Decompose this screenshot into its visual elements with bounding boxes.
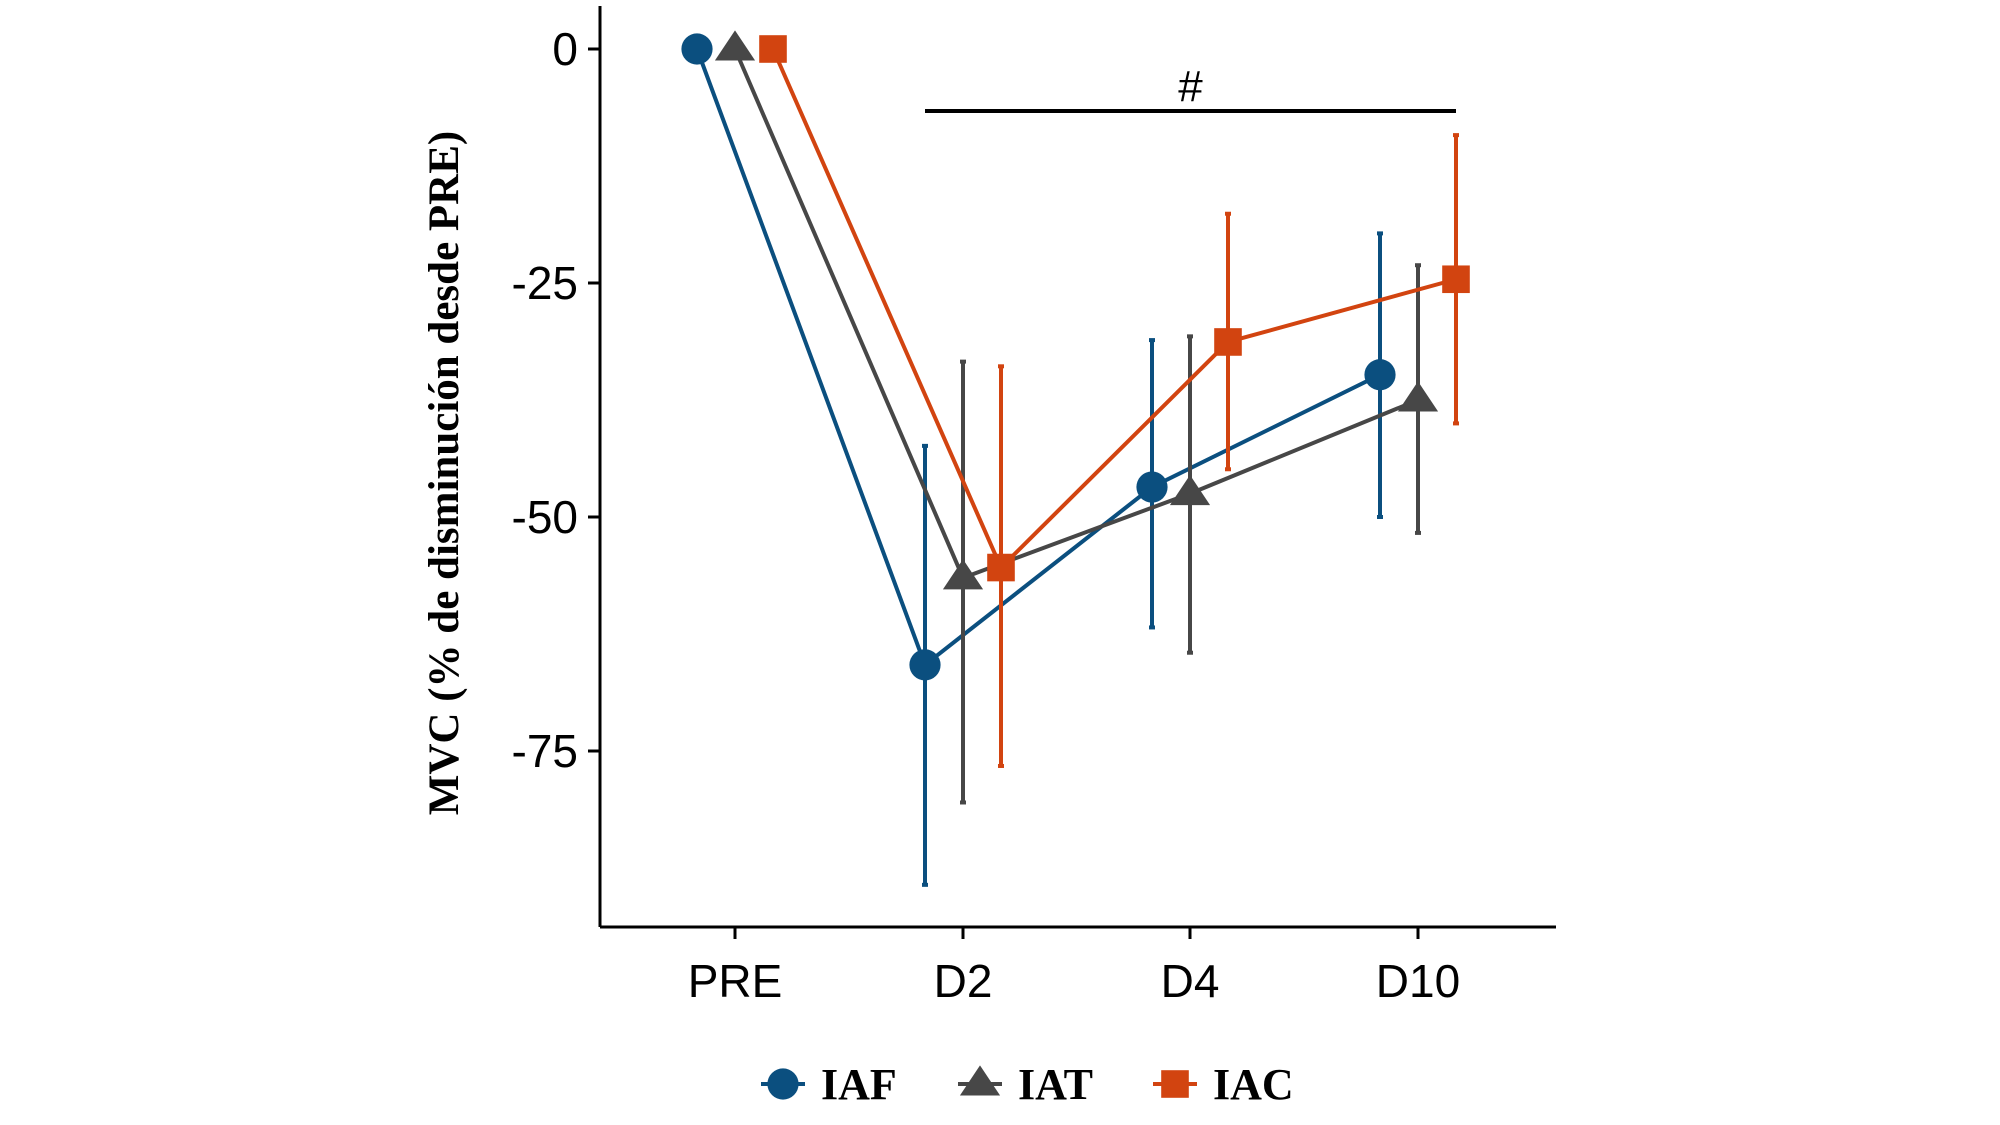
data-point-iat-d4 xyxy=(1169,475,1211,506)
series-line-iat xyxy=(733,48,1419,580)
x-tick-label-d2: D2 xyxy=(934,955,993,1007)
legend-item-iat: IAT xyxy=(958,1060,1093,1109)
x-tick-label-d4: D4 xyxy=(1161,955,1220,1007)
legend-label-iac: IAC xyxy=(1213,1060,1294,1109)
data-point-iaf-d2 xyxy=(909,649,941,681)
legend-marker-iat xyxy=(959,1065,1001,1096)
data-point-iac-pre xyxy=(759,35,787,63)
data-point-iac-d2 xyxy=(987,553,1015,582)
y-tick-label: -75 xyxy=(512,725,578,777)
data-point-iat-d2 xyxy=(942,559,984,590)
legend-marker-iaf xyxy=(767,1068,799,1100)
y-tick-label: 0 xyxy=(552,23,578,75)
y-axis-title: MVC (% de disminución desde PRE) xyxy=(421,131,468,815)
data-point-iat-d10 xyxy=(1397,381,1439,412)
data-point-iat-pre xyxy=(714,30,756,61)
legend-item-iac: IAC xyxy=(1153,1060,1294,1109)
y-tick-label: -25 xyxy=(512,257,578,309)
legend-marker-iac xyxy=(1161,1070,1189,1098)
significance-label: # xyxy=(1178,62,1203,111)
legend-item-iaf: IAF xyxy=(761,1060,897,1109)
series-line-iaf xyxy=(695,48,1381,667)
y-tick-label: -50 xyxy=(512,491,578,543)
legend-label-iaf: IAF xyxy=(821,1060,897,1109)
y-axis: 0 -25 -50 -75 xyxy=(512,6,602,927)
x-tick-label-pre: PRE xyxy=(688,955,783,1007)
series-iac xyxy=(759,35,1470,768)
series-iaf xyxy=(681,33,1396,887)
data-point-iaf-pre xyxy=(681,33,713,65)
x-tick-label-d10: D10 xyxy=(1376,955,1460,1007)
data-point-iaf-d4 xyxy=(1136,471,1168,503)
data-point-iac-d4 xyxy=(1214,328,1242,356)
data-point-iac-d10 xyxy=(1442,265,1470,294)
data-point-iaf-d10 xyxy=(1364,359,1396,391)
x-axis: PRE D2 D4 D10 xyxy=(600,925,1556,1007)
series-line-iac xyxy=(771,48,1457,570)
series-iat xyxy=(714,30,1439,805)
legend-label-iat: IAT xyxy=(1018,1060,1093,1109)
